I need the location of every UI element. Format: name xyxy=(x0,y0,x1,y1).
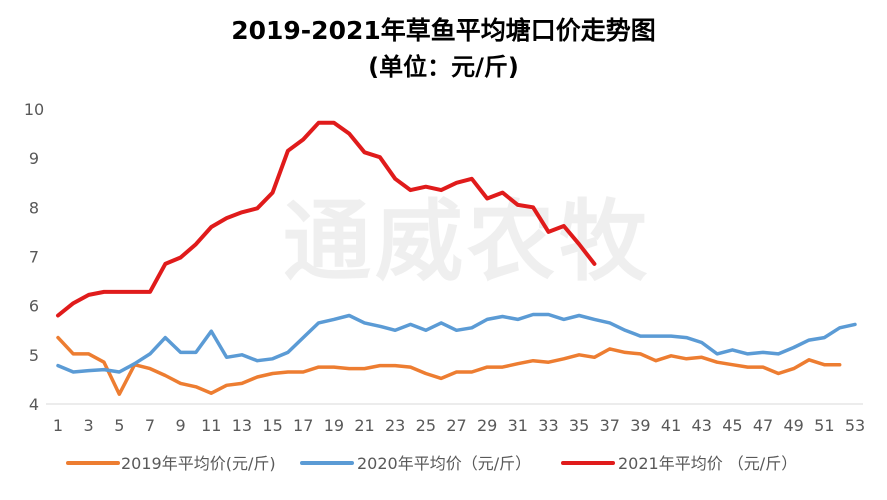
x-tick-label: 11 xyxy=(201,416,221,435)
series-line-3 xyxy=(56,120,597,318)
x-tick-label: 13 xyxy=(232,416,252,435)
x-tick-label: 45 xyxy=(722,416,742,435)
chart-title: 2019-2021年草鱼平均塘口价走势图 xyxy=(231,16,656,45)
x-tick-label: 15 xyxy=(262,416,282,435)
y-tick-label: 9 xyxy=(29,149,39,168)
x-tick-label: 9 xyxy=(176,416,186,435)
x-tick-label: 21 xyxy=(354,416,374,435)
x-tick-label: 47 xyxy=(753,416,773,435)
series-line-2 xyxy=(56,312,857,374)
x-tick-label: 25 xyxy=(416,416,436,435)
x-tick-label: 3 xyxy=(84,416,94,435)
x-tick-label: 5 xyxy=(114,416,124,435)
series-lines xyxy=(56,120,857,396)
x-tick-label: 53 xyxy=(845,416,865,435)
watermark-text: 通威农牧 xyxy=(283,190,651,293)
x-tick-label: 27 xyxy=(446,416,466,435)
x-tick-label: 29 xyxy=(477,416,497,435)
legend-label: 2021年平均价 （元/斤） xyxy=(618,454,797,473)
legend-label: 2020年平均价（元/斤） xyxy=(357,454,531,473)
series-line-1 xyxy=(56,335,842,396)
x-tick-label: 23 xyxy=(385,416,405,435)
legend-label: 2019年平均价(元/斤) xyxy=(121,454,276,473)
x-tick-label: 33 xyxy=(538,416,558,435)
x-tick-label: 41 xyxy=(661,416,681,435)
y-tick-label: 10 xyxy=(24,100,44,119)
x-tick-label: 1 xyxy=(53,416,63,435)
x-tick-label: 31 xyxy=(508,416,528,435)
y-tick-label: 4 xyxy=(29,395,39,414)
x-tick-label: 17 xyxy=(293,416,313,435)
x-tick-label: 19 xyxy=(324,416,344,435)
chart-subtitle: (单位：元/斤) xyxy=(368,53,519,81)
y-tick-label: 8 xyxy=(29,198,39,217)
y-tick-label: 5 xyxy=(29,346,39,365)
x-tick-label: 35 xyxy=(569,416,589,435)
x-tick-label: 7 xyxy=(145,416,155,435)
x-tick-label: 39 xyxy=(630,416,650,435)
x-tick-label: 43 xyxy=(692,416,712,435)
y-tick-label: 6 xyxy=(29,297,39,316)
legend: 2019年平均价(元/斤) 2020年平均价（元/斤） 2021年平均价 （元/斤） xyxy=(66,454,797,473)
x-tick-label: 37 xyxy=(600,416,620,435)
x-tick-label: 49 xyxy=(784,416,804,435)
y-tick-label: 7 xyxy=(29,248,39,267)
x-tick-label: 51 xyxy=(814,416,834,435)
